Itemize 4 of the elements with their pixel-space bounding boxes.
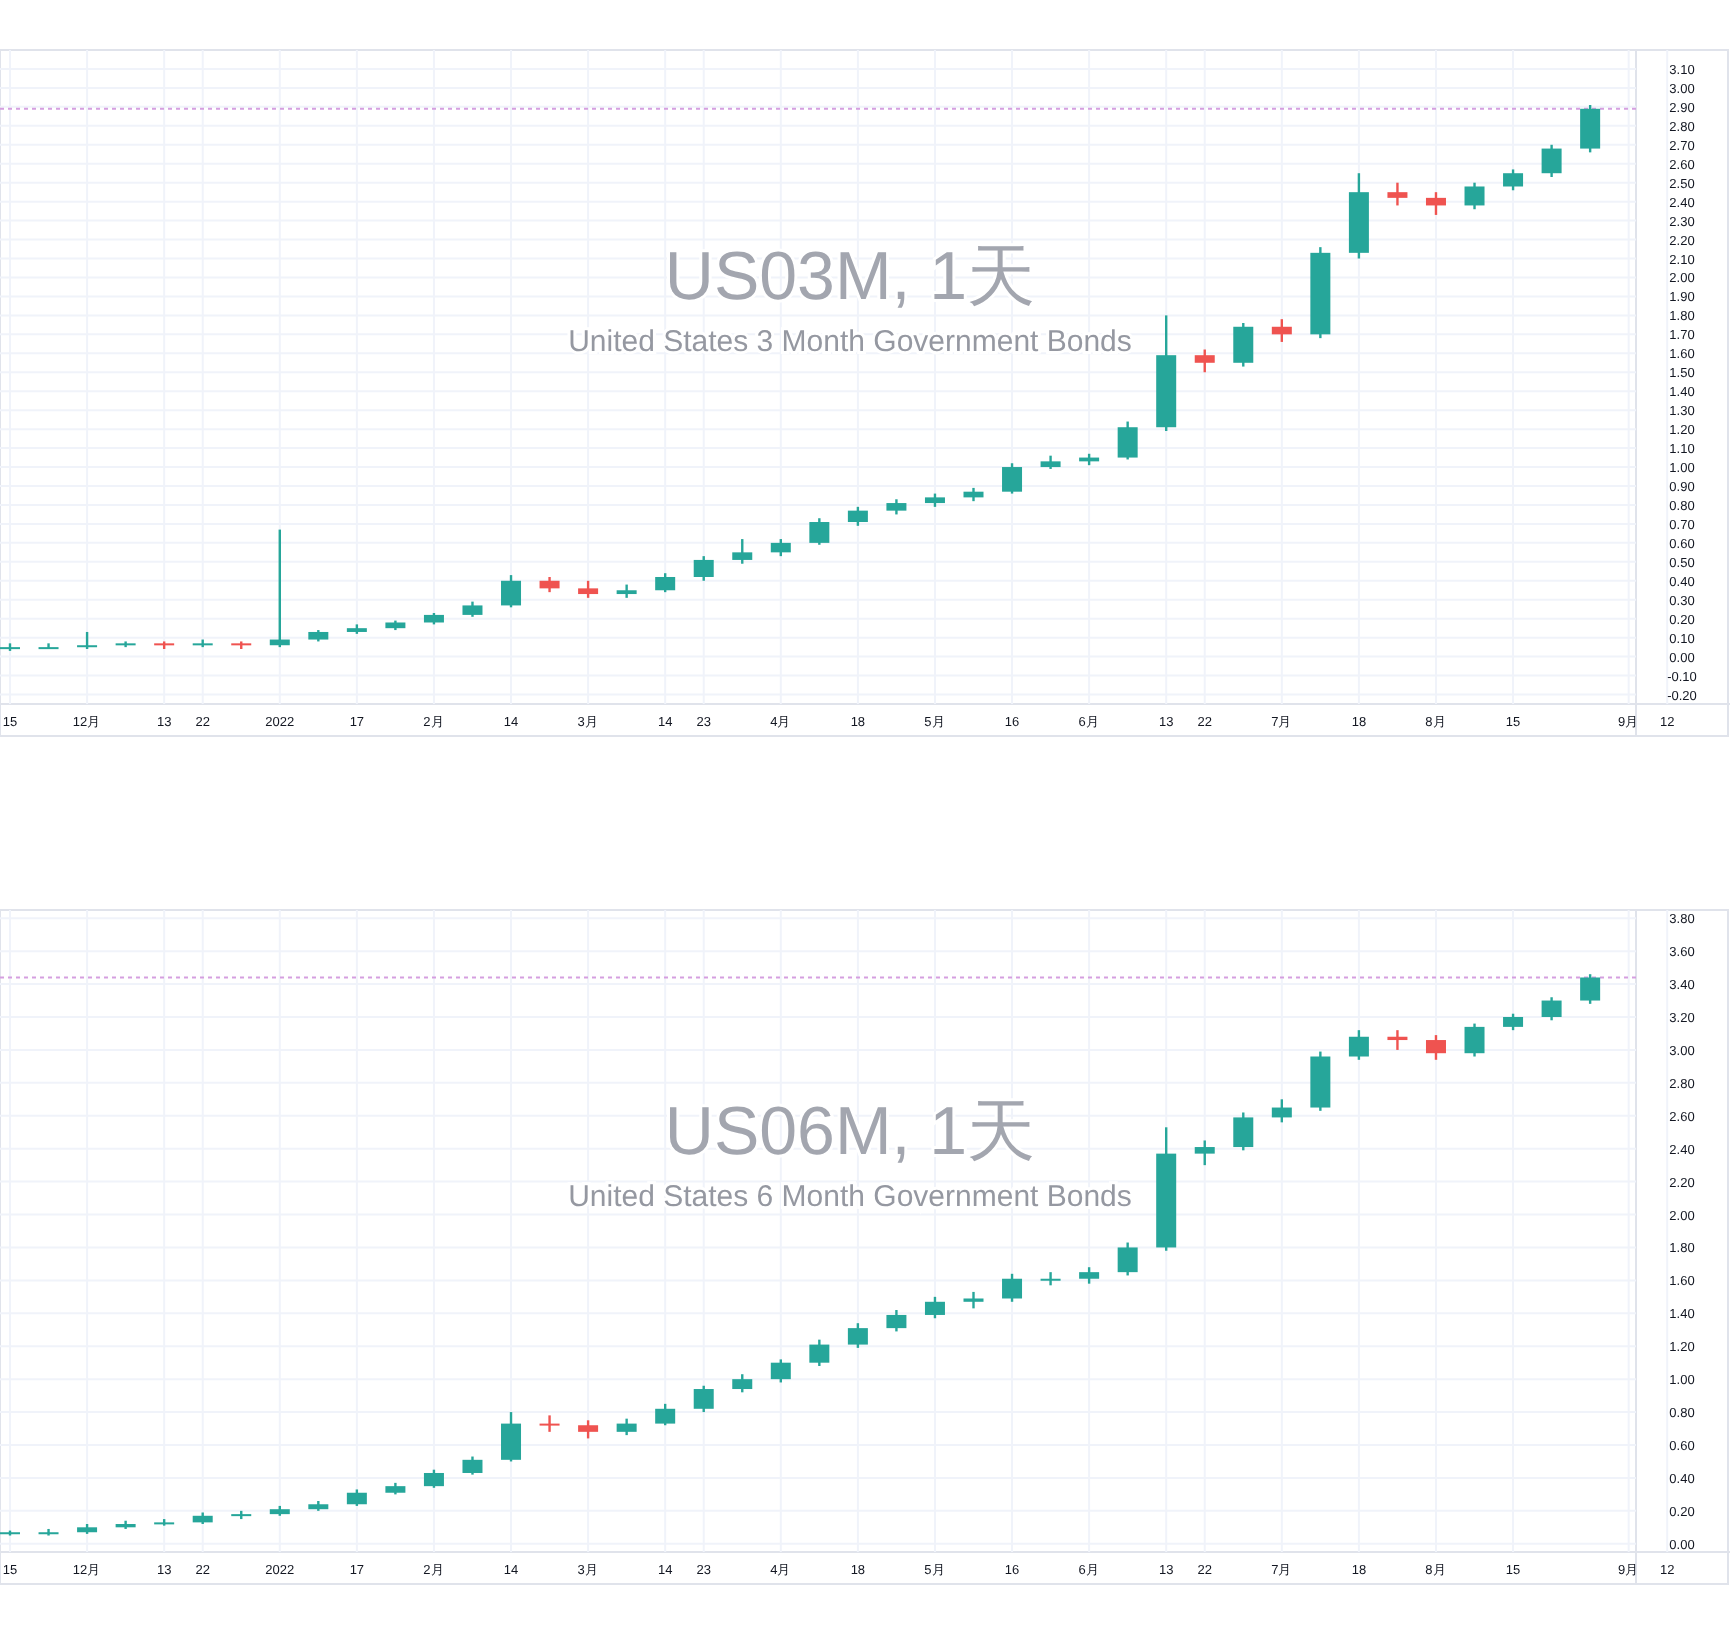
text: US03M, 1天	[664, 238, 1036, 315]
text: United States 3 Month Government Bonds	[568, 324, 1132, 359]
text: United States 6 Month Government Bonds	[568, 1179, 1132, 1214]
text: US06M, 1天	[664, 1093, 1036, 1170]
